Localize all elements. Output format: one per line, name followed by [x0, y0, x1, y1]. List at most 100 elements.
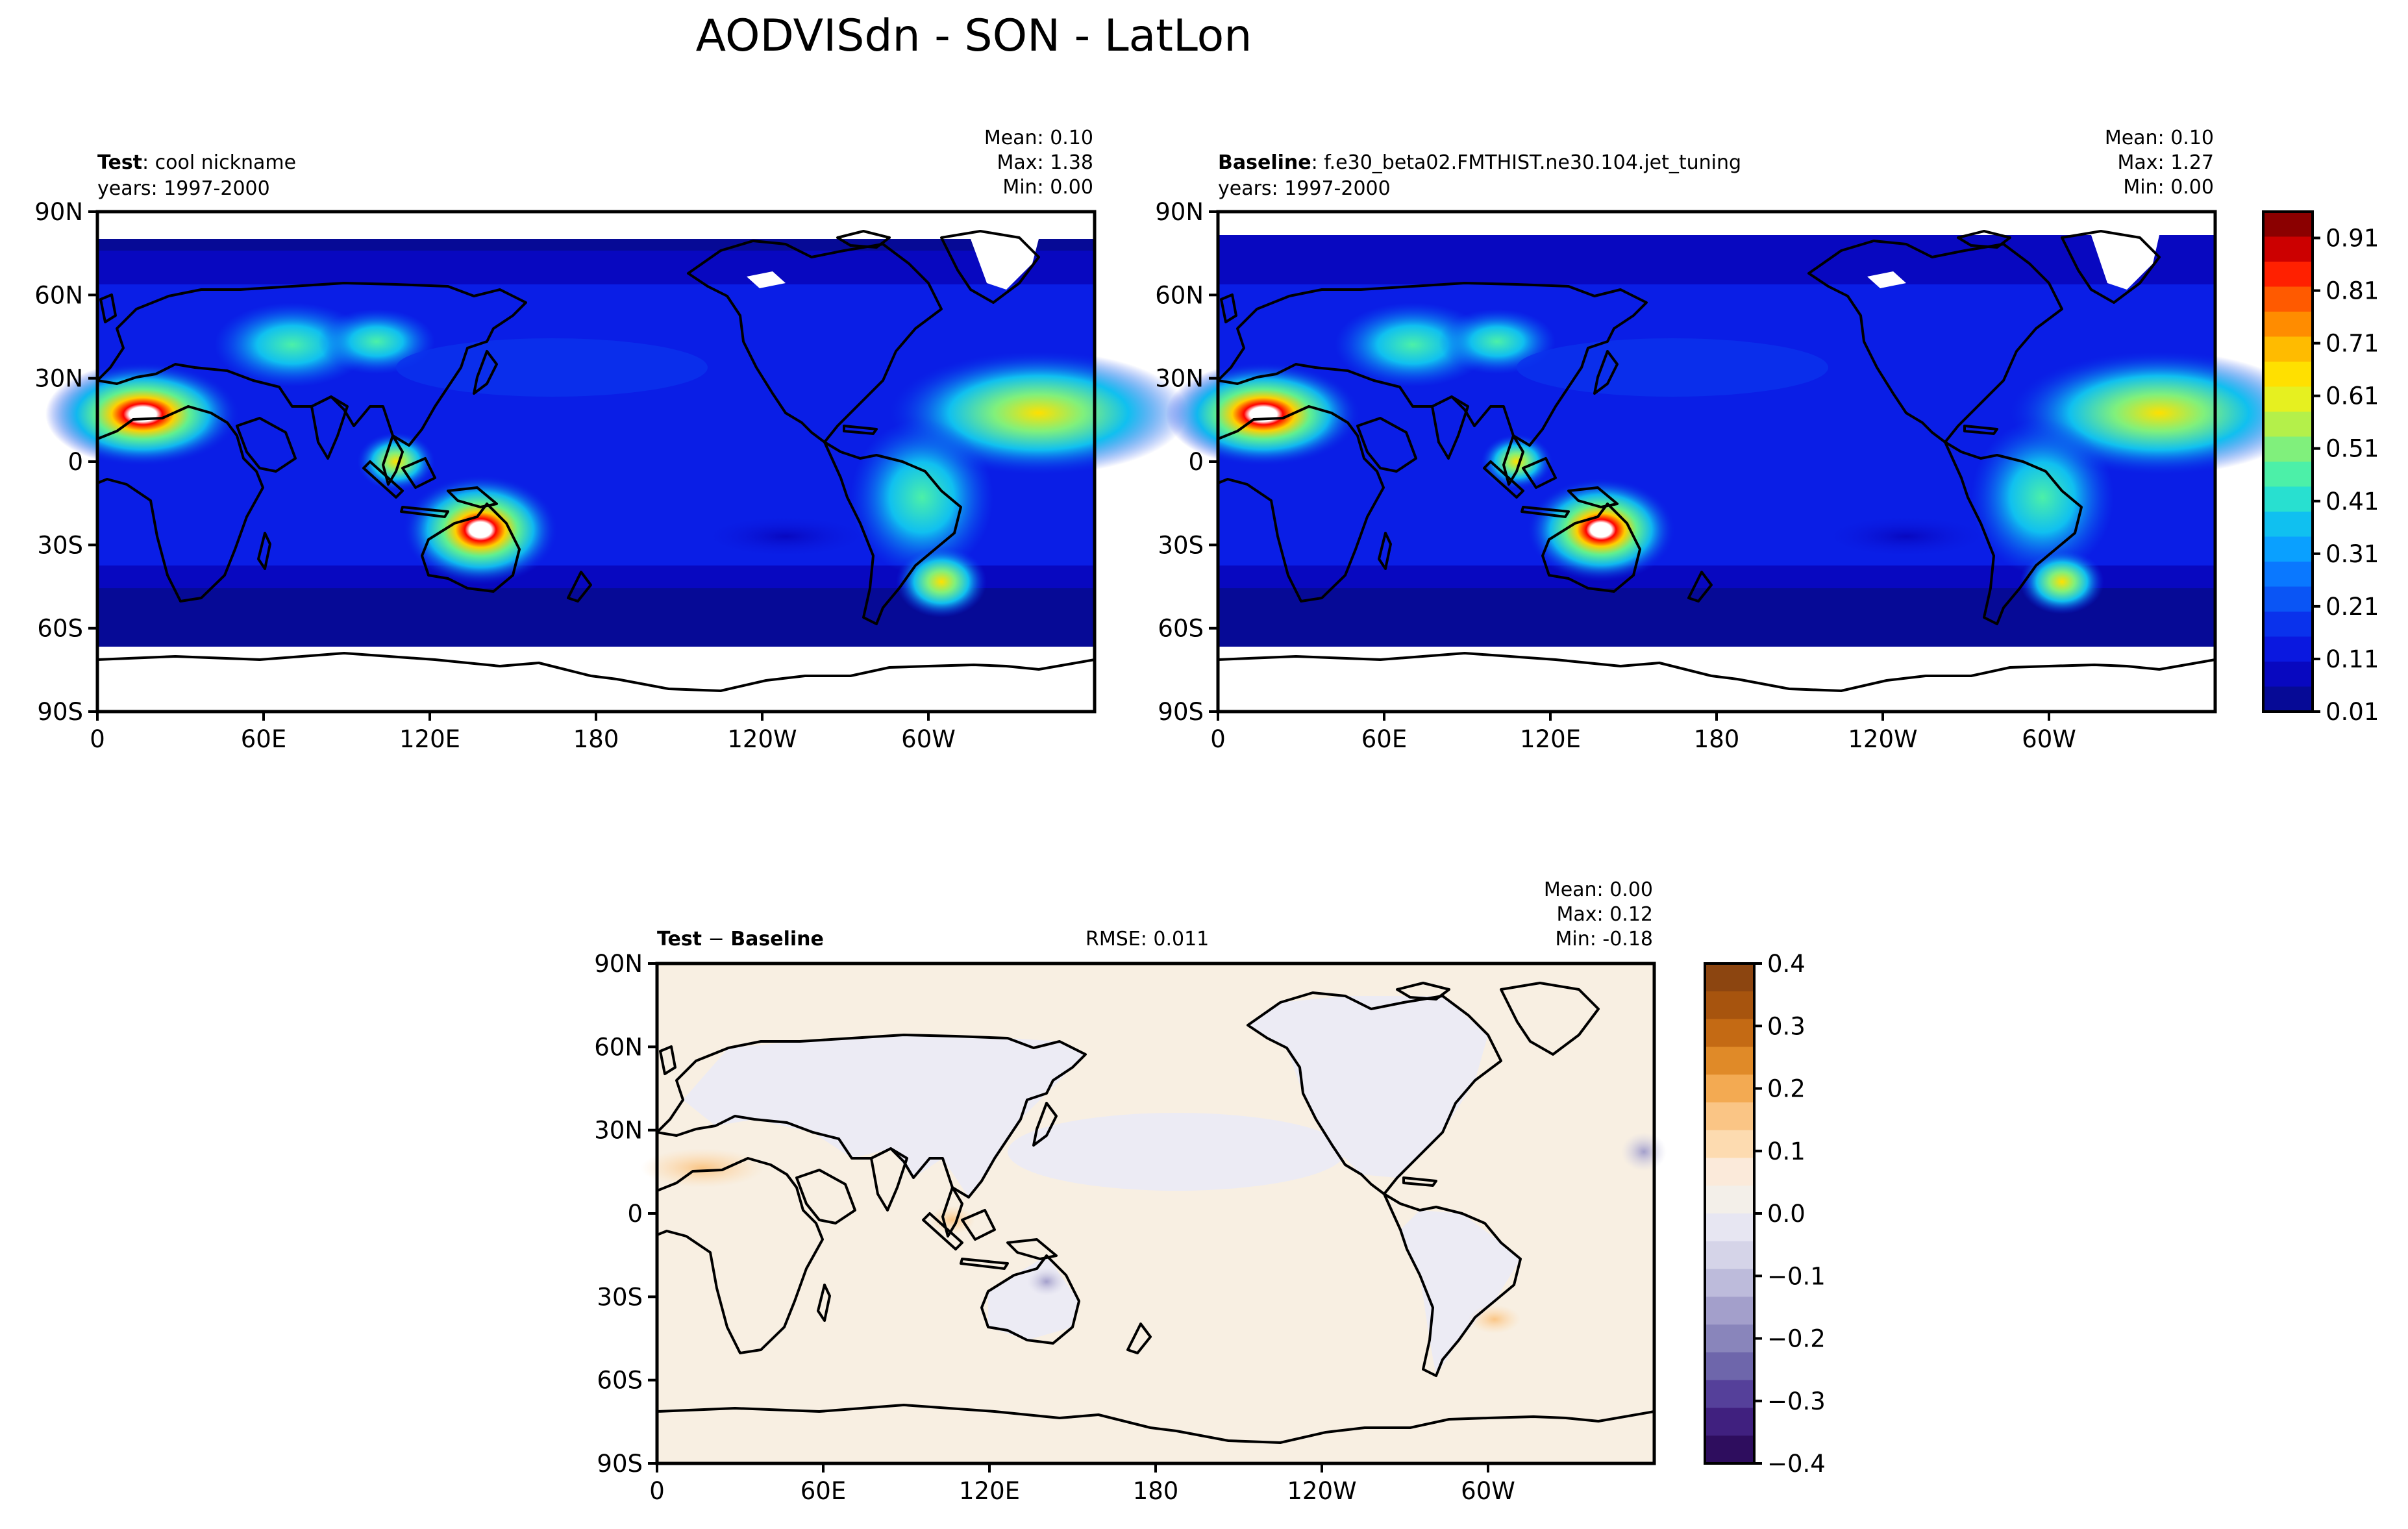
diff-annotations: Test − Baseline RMSE: 0.011 Mean: 0.00 M… [657, 878, 1653, 951]
test-lat-label: 90S [37, 698, 83, 726]
test-label-rest: : cool nickname [142, 151, 296, 174]
diff-lon-label: 0 [649, 1477, 665, 1505]
colorbar-diff: 0.4 0.3 0.2 0.1 0.0 −0.1 −0.2 −0.3 −0.4 [1704, 950, 1826, 1478]
baseline-lat-label: 0 [1188, 448, 1204, 476]
diff-lat-label: 90N [594, 950, 643, 978]
colorbar-main-swatch [2263, 636, 2313, 662]
test-lat-label: 30S [37, 531, 83, 559]
baseline-lon-label: 60E [1361, 725, 1407, 753]
figure-title: AODVISdn - SON - LatLon [696, 10, 1252, 62]
colorbar-diff-swatch [1705, 1213, 1754, 1242]
baseline-feature-southern-dark [1828, 517, 1984, 556]
test-lon-label: 60W [901, 725, 956, 753]
test-lat-label: 30N [34, 365, 83, 393]
test-feature-seasia [357, 432, 435, 491]
diff-lat-label: 0 [627, 1200, 643, 1228]
baseline-stat-mean: Mean: 0.10 [2105, 127, 2214, 149]
colorbar-main-tick-label: 0.11 [2326, 645, 2379, 673]
baseline-stat-max: Max: 1.27 [2118, 151, 2214, 174]
colorbar-main-tick-label: 0.61 [2326, 382, 2379, 410]
colorbar-diff-swatch [1705, 1186, 1754, 1214]
baseline-label-rest: : f.e30_beta02.FMTHIST.ne30.104.jet_tuni… [1311, 151, 1741, 174]
baseline-lon-label: 60W [2022, 725, 2076, 753]
test-lat-label: 0 [68, 448, 83, 476]
baseline-stat-min: Min: 0.00 [2123, 176, 2214, 199]
colorbar-main-swatch [2263, 212, 2313, 238]
colorbar-diff-swatch [1705, 1019, 1754, 1047]
test-years: years: 1997-2000 [97, 177, 270, 200]
baseline-label: Baseline: f.e30_beta02.FMTHIST.ne30.104.… [1218, 151, 1741, 174]
colorbar-main-swatch [2263, 286, 2313, 312]
colorbar-main-swatch [2263, 686, 2313, 712]
test-panel [45, 210, 1188, 714]
baseline-label-bold: Baseline [1218, 151, 1311, 174]
diff-pacific-negative [1008, 1113, 1345, 1191]
test-feature-patagonia [896, 546, 987, 617]
test-lat-label: 60N [34, 281, 83, 309]
diff-label: Test − Baseline [657, 928, 824, 951]
diff-feature-westafrica [641, 1149, 764, 1187]
colorbar-main-swatch [2263, 436, 2313, 462]
colorbar-main-swatch [2263, 536, 2313, 562]
diff-lat-label: 90S [597, 1450, 643, 1478]
colorbar-diff-swatch [1705, 1047, 1754, 1075]
colorbar-main-tick-label: 0.51 [2326, 435, 2379, 463]
colorbar-diff-swatch [1705, 1436, 1754, 1464]
baseline-lon-label: 120E [1520, 725, 1581, 753]
colorbar-main-swatch [2263, 662, 2313, 688]
diff-lat-label: 60S [597, 1367, 643, 1395]
diff-rmse: RMSE: 0.011 [1086, 928, 1209, 951]
colorbar-main-tick-label: 0.21 [2326, 593, 2379, 621]
colorbar-diff-swatch [1705, 1324, 1754, 1353]
test-annotations: Test: cool nickname years: 1997-2000 Mea… [97, 127, 1093, 200]
diff-label-bold: Test [657, 928, 702, 951]
colorbar-main-swatch [2263, 512, 2313, 538]
diff-lat-label: 30S [597, 1283, 643, 1311]
baseline-lat-label: 60S [1158, 615, 1204, 643]
test-lat-label: 90N [34, 198, 83, 226]
diff-lon-label: 120W [1287, 1477, 1356, 1505]
baseline-panel [1166, 210, 2309, 714]
baseline-feature-westafrica [1166, 362, 1361, 466]
test-stat-mean: Mean: 0.10 [984, 127, 1093, 149]
colorbar-main-swatch [2263, 586, 2313, 612]
baseline-lon-label: 180 [1694, 725, 1740, 753]
baseline-annotations: Baseline: f.e30_beta02.FMTHIST.ne30.104.… [1218, 127, 2214, 200]
colorbar-main-tick-label: 0.71 [2326, 330, 2379, 358]
diff-label-bold2: Baseline [730, 928, 824, 951]
baseline-feature-australia [1526, 478, 1676, 582]
test-hudson-nodata [747, 271, 786, 288]
colorbar-diff-swatch [1705, 1241, 1754, 1270]
baseline-lat-label: 60N [1155, 281, 1204, 309]
diff-label-mid: − [702, 928, 730, 951]
baseline-greenland-nodata [2091, 235, 2159, 290]
test-lon-label: 120W [727, 725, 797, 753]
colorbar-main-tick-label: 0.81 [2326, 277, 2379, 305]
colorbar-main-tick-label: 0.41 [2326, 488, 2379, 516]
colorbar-main-tick-label: 0.31 [2326, 540, 2379, 568]
test-feature-southern-dark [708, 517, 863, 556]
test-lon-label: 60E [241, 725, 286, 753]
diff-namerica-negative [1248, 996, 1488, 1178]
colorbar-diff-swatch [1705, 1130, 1754, 1159]
colorbar-main-frame [2262, 210, 2314, 713]
colorbar-main-swatch [2263, 462, 2313, 488]
colorbar-diff-swatch [1705, 991, 1754, 1020]
test-lon-label: 180 [573, 725, 619, 753]
diff-lon-label: 120E [959, 1477, 1020, 1505]
colorbar-main-swatch [2263, 412, 2313, 438]
baseline-northern-band [1218, 235, 2215, 284]
baseline-lat-label: 30N [1155, 365, 1204, 393]
test-stat-min: Min: 0.00 [1002, 176, 1093, 199]
test-lon-label: 0 [90, 725, 105, 753]
colorbar-diff-tick-label: 0.2 [1767, 1075, 1806, 1103]
diff-stat-min: Min: -0.18 [1556, 928, 1654, 951]
colorbar-diff-tick-label: −0.4 [1767, 1450, 1826, 1478]
diff-lon-label: 60E [801, 1477, 846, 1505]
colorbar-main-tick-label: 0.01 [2326, 698, 2379, 726]
diff-feature-patagonia [1469, 1305, 1521, 1334]
colorbar-diff-swatch [1705, 1075, 1754, 1103]
test-label: Test: cool nickname [97, 151, 296, 174]
